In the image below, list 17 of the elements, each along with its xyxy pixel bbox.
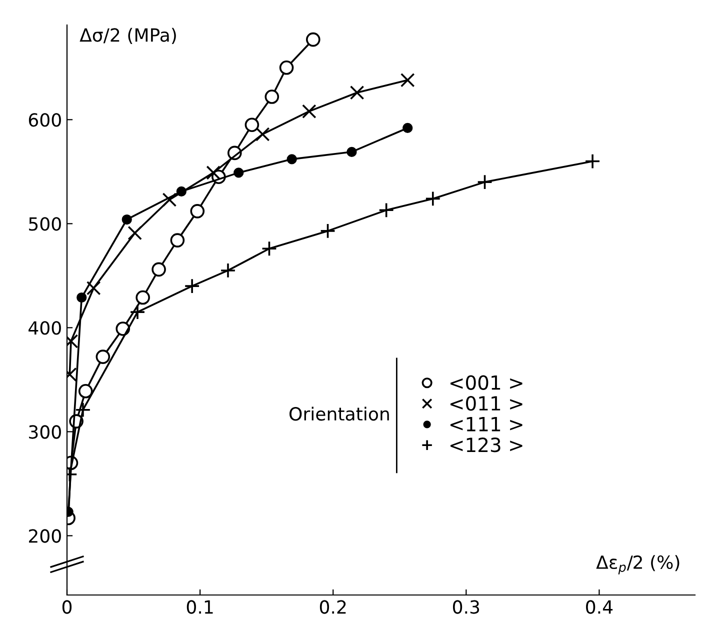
x-axis-title: Δε$_{p}$/2 (%) xyxy=(596,555,680,574)
x-tick-label: 0.1 xyxy=(186,600,213,614)
x-tick-label: 0.3 xyxy=(452,600,480,614)
x-tick-label: 0 xyxy=(62,600,72,614)
y-tick-label: 500 xyxy=(29,217,61,231)
legend-label: <123 > xyxy=(450,438,522,452)
y-tick-label: 300 xyxy=(29,425,61,439)
y-tick-label: 400 xyxy=(28,321,61,335)
legend-label: <111 > xyxy=(450,417,522,432)
y-tick-label: 600 xyxy=(28,113,61,127)
x-tick-label: 0.2 xyxy=(320,600,346,614)
y-axis-title: Δσ/2 (MPa) xyxy=(80,28,176,44)
x-tick-label: 0.4 xyxy=(586,600,613,614)
y-tick-label: 200 xyxy=(29,529,61,543)
legend-label: <001 > xyxy=(450,375,522,390)
legend-label: <011 > xyxy=(450,396,522,411)
legend-title: Orientation xyxy=(290,406,389,421)
